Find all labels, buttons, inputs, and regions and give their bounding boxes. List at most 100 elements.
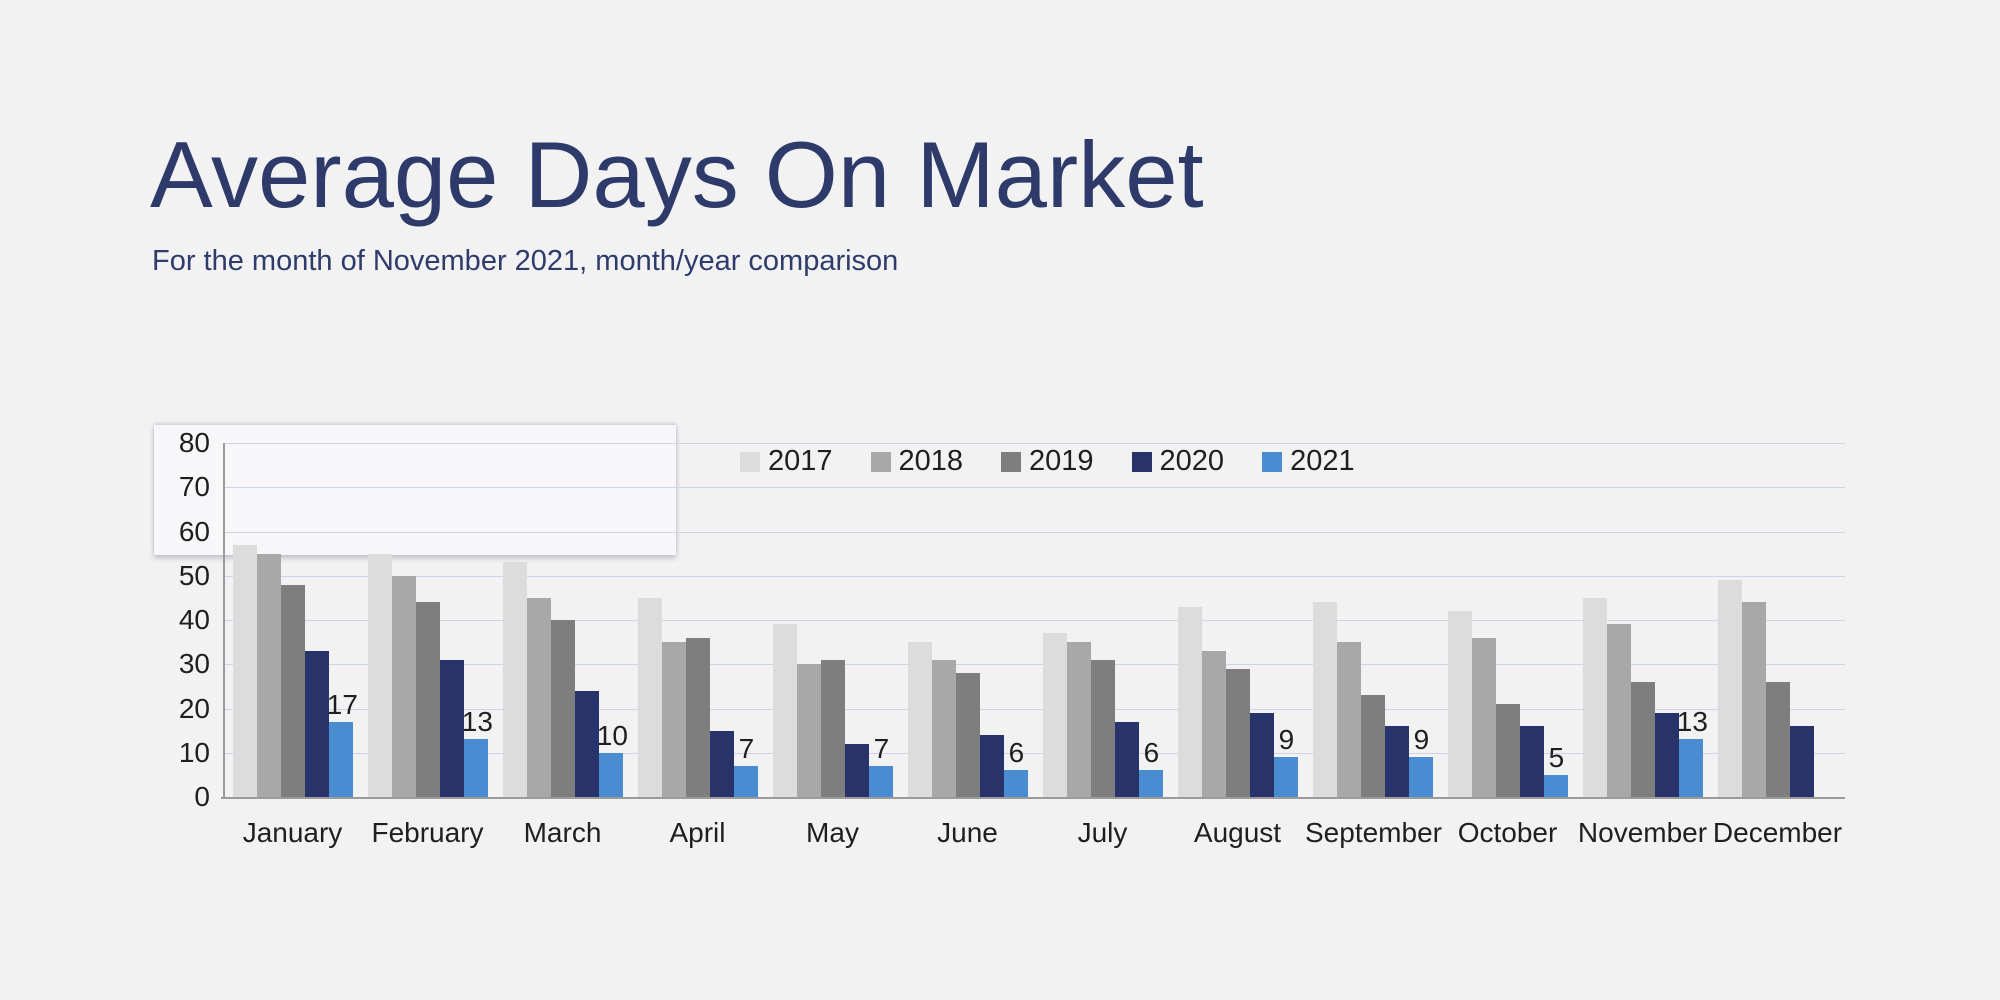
legend-swatch-2021	[1262, 451, 1283, 472]
y-axis-label-50: 50	[178, 559, 210, 591]
gridline-y-50	[225, 575, 1845, 577]
bar-value-label-2021-september: 9	[1413, 724, 1430, 756]
bar-group-april: 7 April	[630, 443, 765, 848]
bar-2017-july	[1042, 633, 1067, 797]
bar-group-january: 17 January	[225, 443, 360, 848]
chart-legend: 2017 2018 2019 2020 2021	[740, 447, 1355, 476]
bar-2021-june: 6	[1003, 739, 1028, 797]
gridline-y-30	[225, 664, 1845, 666]
bar-2019-february	[415, 602, 440, 797]
gridline-y-80	[225, 443, 1845, 444]
x-axis-label-july: July	[1077, 817, 1128, 848]
bar-2018-may	[796, 664, 821, 797]
bar-2019-april	[685, 637, 710, 797]
gridline-y-40	[225, 620, 1845, 621]
bar-2021-july: 6	[1138, 739, 1163, 797]
bar-2017-april	[637, 597, 662, 797]
y-axis-label-20: 20	[178, 692, 210, 724]
x-axis-label-september: September	[1305, 817, 1442, 848]
bar-2017-march	[502, 562, 527, 797]
bar-2021-september: 9	[1408, 726, 1433, 797]
bar-2021-march: 10	[597, 721, 628, 797]
bar-2021-november: 13	[1677, 708, 1708, 797]
bar-2018-june	[931, 659, 956, 797]
bar-2019-july	[1090, 659, 1115, 797]
y-axis-label-0: 0	[194, 781, 210, 812]
bar-2017-august	[1177, 606, 1202, 797]
legend-label-2018: 2018	[898, 445, 964, 477]
bar-2020-february	[439, 659, 464, 797]
bar-2021-may: 7	[868, 735, 893, 797]
gridline-y-10	[225, 752, 1845, 754]
bar-2019-june	[955, 673, 980, 797]
bar-value-label-2021-november: 13	[1676, 706, 1708, 738]
bar-2019-august	[1225, 668, 1250, 797]
legend-label-2021: 2021	[1290, 445, 1355, 477]
bar-2021-april: 7	[733, 735, 758, 797]
x-axis-label-march: March	[523, 817, 602, 848]
legend-label-2017: 2017	[768, 445, 833, 477]
decorative-highlight-panel	[154, 425, 676, 555]
bar-2017-november	[1582, 597, 1607, 797]
x-axis-label-january: January	[242, 817, 343, 848]
bar-2020-march	[574, 690, 599, 797]
bar-2017-may	[772, 624, 797, 797]
bar-2020-april	[709, 730, 734, 797]
x-axis-label-august: August	[1193, 817, 1282, 848]
gridline-y-20	[225, 708, 1845, 710]
page-title: Average Days On Market	[150, 122, 1204, 227]
bar-value-label-2021-march: 10	[596, 719, 628, 751]
y-axis-label-30: 30	[178, 648, 210, 680]
bar-2018-november	[1606, 624, 1631, 797]
bar-2018-september	[1336, 642, 1361, 797]
bar-2017-december	[1717, 580, 1742, 797]
bar-group-june: 6 June	[900, 443, 1035, 848]
bar-2019-january	[280, 584, 305, 797]
bar-value-label-2021-august: 9	[1278, 724, 1295, 756]
bar-group-december: December	[1710, 443, 1845, 848]
bar-2019-march	[550, 620, 575, 797]
bar-2017-january	[232, 544, 257, 797]
bar-2020-september	[1384, 726, 1409, 797]
bar-2019-september	[1360, 695, 1385, 797]
bar-group-october: 5 October	[1440, 443, 1575, 848]
bar-2021-october: 5	[1543, 743, 1568, 797]
bar-2020-november	[1654, 712, 1679, 797]
bar-2021-january: 17	[327, 690, 358, 797]
y-axis-label-60: 60	[178, 515, 210, 547]
bar-group-november: 13 November	[1575, 443, 1710, 848]
bar-group-july: 6 July	[1035, 443, 1170, 848]
bar-2020-july	[1114, 721, 1139, 797]
bar-2018-january	[256, 553, 281, 797]
bar-2019-may	[820, 659, 845, 797]
bar-2020-may	[844, 743, 869, 797]
legend-item-2021: 2021	[1262, 447, 1355, 476]
bar-value-label-2021-july: 6	[1143, 737, 1160, 769]
bar-group-march: 10 March	[495, 443, 630, 848]
bar-group-august: 9 August	[1170, 443, 1305, 848]
bar-2017-october	[1447, 611, 1472, 797]
legend-swatch-2019	[1001, 451, 1022, 472]
y-axis-label-80: 80	[178, 427, 210, 458]
bar-2019-november	[1630, 681, 1655, 797]
bar-2020-august	[1249, 712, 1274, 797]
x-axis-label-december: December	[1712, 817, 1843, 848]
gridline-y-70	[225, 487, 1845, 489]
x-axis-label-may: May	[806, 817, 859, 848]
legend-swatch-2018	[870, 451, 891, 472]
x-axis-label-june: June	[937, 817, 998, 848]
x-axis-label-february: February	[371, 817, 484, 848]
bar-2018-february	[391, 575, 416, 797]
bar-2018-december	[1741, 602, 1766, 797]
bar-value-label-2021-april: 7	[738, 733, 755, 765]
bar-value-label-2021-october: 5	[1548, 741, 1565, 773]
y-axis-label-10: 10	[178, 736, 210, 768]
legend-item-2017: 2017	[740, 447, 833, 476]
bar-value-label-2021-may: 7	[873, 733, 890, 765]
bar-2017-september	[1312, 602, 1337, 797]
legend-item-2018: 2018	[870, 445, 964, 477]
bar-2018-october	[1471, 637, 1496, 797]
bar-2020-june	[979, 735, 1004, 797]
plot-area: 0 10 20 30 40 50 60 70 80 17 January 13 February 10 Ma…	[179, 428, 1845, 848]
